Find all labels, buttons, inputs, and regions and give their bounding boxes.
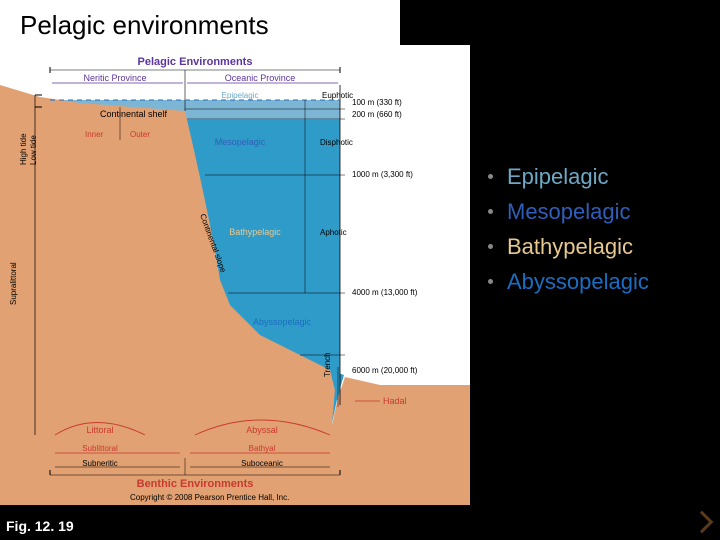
subneritic: Subneritic bbox=[82, 459, 118, 468]
depth-200: 200 m (660 ft) bbox=[352, 110, 402, 119]
figure-caption: Fig. 12. 19 bbox=[6, 518, 74, 534]
bullet-label: Bathypelagic bbox=[507, 230, 633, 263]
next-chevron-icon bbox=[691, 511, 714, 534]
pelagic-diagram: Pelagic Environments Neritic Province Oc… bbox=[0, 45, 470, 505]
shelf-label: Continental shelf bbox=[100, 109, 168, 119]
sublittoral: Sublittoral bbox=[82, 444, 118, 453]
zone-abyssopelagic: Abyssopelagic bbox=[253, 317, 312, 327]
bullet-label: Abyssopelagic bbox=[507, 265, 649, 298]
bullet-label: Epipelagic bbox=[507, 160, 609, 193]
low-tide: Low tide bbox=[29, 135, 38, 165]
bathyal: Bathyal bbox=[249, 444, 276, 453]
bullet-abyssopelagic: Abyssopelagic bbox=[488, 265, 649, 298]
bullet-list: Epipelagic Mesopelagic Bathypelagic Abys… bbox=[488, 160, 649, 300]
bullet-dot-icon bbox=[488, 174, 493, 179]
bullet-mesopelagic: Mesopelagic bbox=[488, 195, 649, 228]
zone-bathypelagic: Bathypelagic bbox=[229, 227, 281, 237]
bullet-dot-icon bbox=[488, 209, 493, 214]
outer-label: Outer bbox=[130, 130, 150, 139]
light-aphotic: Aphotic bbox=[320, 228, 347, 237]
bullet-label: Mesopelagic bbox=[507, 195, 631, 228]
bullet-bathypelagic: Bathypelagic bbox=[488, 230, 649, 263]
bullet-epipelagic: Epipelagic bbox=[488, 160, 649, 193]
trench-label: Trench bbox=[323, 352, 332, 377]
suboceanic: Suboceanic bbox=[241, 459, 283, 468]
light-disphotic: Disphotic bbox=[320, 138, 353, 147]
bullet-dot-icon bbox=[488, 279, 493, 284]
slide-title: Pelagic environments bbox=[20, 10, 269, 41]
pelagic-header: Pelagic Environments bbox=[138, 56, 253, 68]
oceanic-label: Oceanic Province bbox=[225, 73, 296, 83]
high-tide: High tide bbox=[19, 133, 28, 165]
zone-epipelagic: Epipelagic bbox=[222, 91, 259, 100]
inner-label: Inner bbox=[85, 130, 104, 139]
depth-1000: 1000 m (3,300 ft) bbox=[352, 170, 413, 179]
neritic-label: Neritic Province bbox=[83, 73, 146, 83]
abyssal: Abyssal bbox=[246, 425, 278, 435]
depth-4000: 4000 m (13,000 ft) bbox=[352, 288, 418, 297]
depth-6000: 6000 m (20,000 ft) bbox=[352, 366, 418, 375]
copyright: Copyright © 2008 Pearson Prentice Hall, … bbox=[130, 493, 289, 502]
benthic-footer: Benthic Environments bbox=[137, 478, 254, 490]
littoral: Littoral bbox=[86, 425, 113, 435]
zone-mesopelagic: Mesopelagic bbox=[215, 137, 266, 147]
hadal-label: Hadal bbox=[383, 396, 407, 406]
light-euphotic: Euphotic bbox=[322, 91, 353, 100]
supralittoral: Supralittoral bbox=[9, 262, 18, 305]
depth-100: 100 m (330 ft) bbox=[352, 98, 402, 107]
bullet-dot-icon bbox=[488, 244, 493, 249]
